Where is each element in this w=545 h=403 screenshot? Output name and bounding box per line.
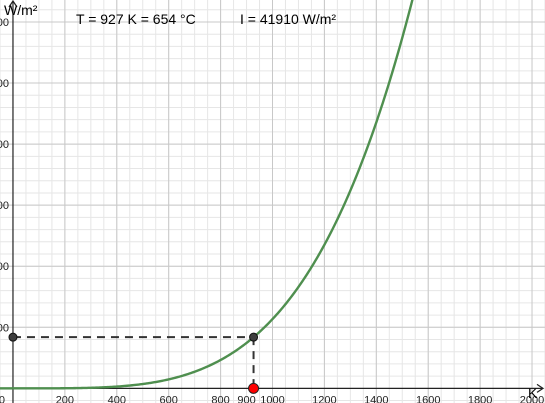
y-axis-arrow bbox=[8, 0, 18, 8]
tick-labels: 0 200 400 600 800 900 1000 1200 1400 1600 1800 2000… bbox=[0, 17, 544, 403]
x-tick-label: 600 bbox=[160, 394, 178, 403]
points-layer[interactable]: T bbox=[8, 332, 260, 403]
y-tick-label: 50000 bbox=[0, 322, 9, 334]
y-axis-marker-point bbox=[8, 332, 18, 342]
curve-layer bbox=[0, 0, 414, 390]
x-tick-label: 400 bbox=[108, 394, 126, 403]
temperature-readout: T = 927 K = 654 °C bbox=[76, 11, 196, 27]
temperature-slider-point[interactable] bbox=[248, 382, 260, 394]
x-axis-label: K bbox=[528, 385, 538, 401]
y-tick-label: 100000 bbox=[0, 261, 9, 273]
x-tick-label: 1200 bbox=[312, 394, 336, 403]
curve-marker-point bbox=[249, 332, 259, 342]
y-axis-label: W/m² bbox=[4, 2, 38, 18]
guide-lines bbox=[12, 336, 255, 389]
x-tick-label: 800 bbox=[211, 394, 229, 403]
x-axis-arrow bbox=[536, 383, 545, 393]
x-tick-label: 0 bbox=[0, 394, 5, 403]
x-tick-label: 1000 bbox=[260, 394, 284, 403]
y-tick-label: 250000 bbox=[0, 78, 9, 90]
y-tick-label: 300000 bbox=[0, 17, 9, 29]
stefan-boltzmann-curve bbox=[12, 0, 414, 390]
x-tick-label: 2000 bbox=[520, 394, 544, 403]
x-tick-label: 1600 bbox=[416, 394, 440, 403]
x-tick-label: 900 bbox=[237, 394, 255, 403]
x-tick-label: 1400 bbox=[364, 394, 388, 403]
intensity-readout: I = 41910 W/m² bbox=[240, 11, 336, 27]
x-tick-label: 200 bbox=[56, 394, 74, 403]
x-tick-label: 1800 bbox=[468, 394, 492, 403]
y-tick-label: 150000 bbox=[0, 200, 9, 212]
